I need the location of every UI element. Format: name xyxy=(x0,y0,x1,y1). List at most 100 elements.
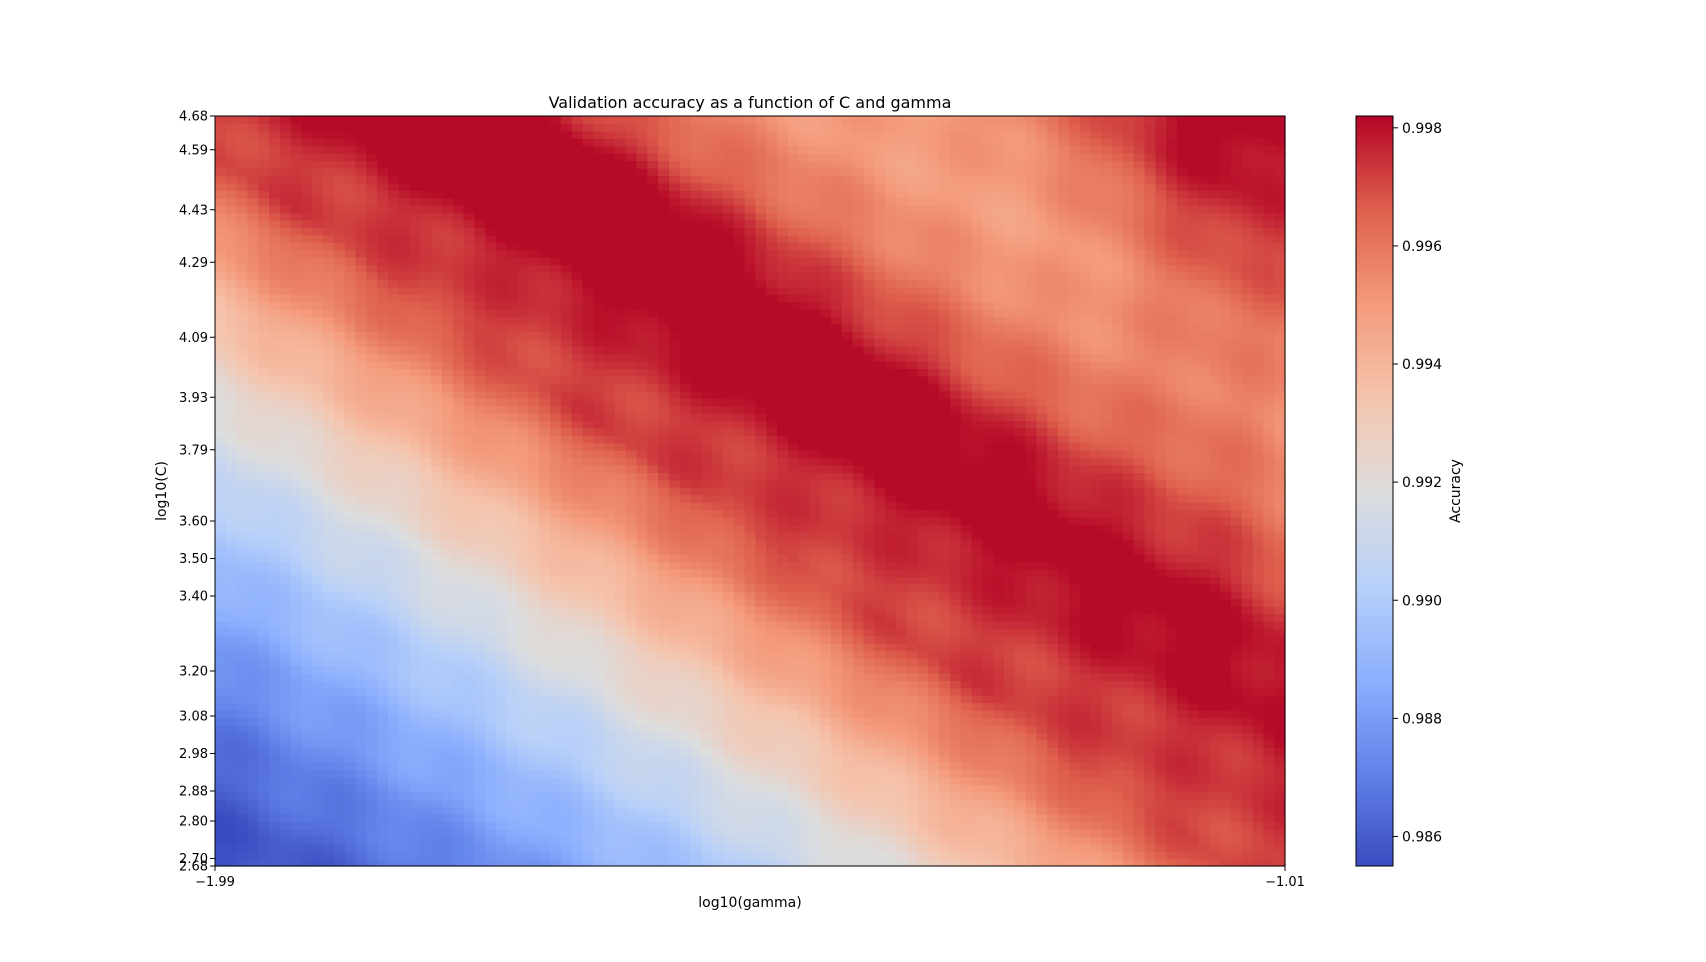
heatmap-cell xyxy=(636,457,648,466)
heatmap-cell xyxy=(604,427,616,436)
heatmap-cell xyxy=(560,479,573,488)
heatmap-cell xyxy=(733,316,746,325)
heatmap-cell xyxy=(658,576,670,585)
heatmap-cell xyxy=(550,769,562,778)
heatmap-cell xyxy=(366,435,378,444)
heatmap-cell xyxy=(215,279,227,288)
heatmap-cell xyxy=(387,145,400,154)
heatmap-cell xyxy=(733,234,746,243)
heatmap-cell xyxy=(712,650,724,659)
heatmap-cell xyxy=(452,620,465,629)
heatmap-cell xyxy=(409,583,421,592)
heatmap-cell xyxy=(344,613,357,622)
heatmap-cell xyxy=(366,361,378,370)
heatmap-cell xyxy=(517,182,530,191)
heatmap-cell xyxy=(550,821,562,830)
heatmap-cell xyxy=(258,843,270,852)
heatmap-cell xyxy=(366,828,378,837)
heatmap-cell xyxy=(398,323,411,332)
heatmap-cell xyxy=(582,271,594,280)
heatmap-cell xyxy=(690,361,702,370)
heatmap-cell xyxy=(539,650,551,659)
heatmap-cell xyxy=(571,516,584,526)
heatmap-cell xyxy=(377,398,389,407)
heatmap-cell xyxy=(398,427,411,436)
heatmap-cell xyxy=(355,650,367,659)
heatmap-cell xyxy=(463,628,475,637)
heatmap-cell xyxy=(668,323,681,332)
heatmap-cell xyxy=(668,806,681,815)
heatmap-cell xyxy=(215,182,227,191)
heatmap-cell xyxy=(744,561,757,570)
heatmap-cell xyxy=(496,219,508,228)
heatmap-cell xyxy=(279,479,292,488)
heatmap-cell xyxy=(225,398,238,407)
heatmap-cell xyxy=(506,554,519,563)
heatmap-cell xyxy=(279,524,292,533)
heatmap-cell xyxy=(625,858,638,867)
heatmap-cell xyxy=(258,413,270,422)
heatmap-cell xyxy=(463,635,475,644)
heatmap-cell xyxy=(312,450,324,459)
heatmap-cell xyxy=(744,554,757,563)
heatmap-cell xyxy=(420,383,432,392)
heatmap-cell xyxy=(593,227,605,236)
heatmap-cell xyxy=(668,465,681,474)
heatmap-cell xyxy=(355,806,367,815)
heatmap-cell xyxy=(463,650,475,659)
heatmap-cell xyxy=(485,368,497,377)
heatmap-cell xyxy=(539,724,551,733)
heatmap-cell xyxy=(366,160,378,169)
heatmap-cell xyxy=(236,658,249,667)
heatmap-cell xyxy=(539,197,551,206)
heatmap-cell xyxy=(560,123,573,132)
heatmap-cell xyxy=(582,791,594,800)
heatmap-cell xyxy=(636,828,648,837)
heatmap-cell xyxy=(215,361,227,370)
heatmap-cell xyxy=(582,776,594,785)
heatmap-cell xyxy=(647,762,659,771)
heatmap-cell xyxy=(215,323,227,332)
heatmap-cell xyxy=(366,687,378,696)
heatmap-cell xyxy=(506,338,519,347)
heatmap-cell xyxy=(312,650,324,659)
heatmap-cell xyxy=(377,643,389,652)
heatmap-cell xyxy=(712,828,724,837)
heatmap-cell xyxy=(647,190,659,199)
heatmap-cell xyxy=(647,843,659,852)
heatmap-cell xyxy=(279,435,292,444)
heatmap-cell xyxy=(571,502,584,511)
heatmap-cell xyxy=(225,197,238,206)
heatmap-cell xyxy=(420,509,432,518)
heatmap-cell xyxy=(733,650,746,659)
heatmap-cell xyxy=(571,613,584,622)
heatmap-cell xyxy=(398,739,411,748)
heatmap-cell xyxy=(604,806,616,815)
heatmap-cell xyxy=(496,197,508,206)
heatmap-cell xyxy=(474,427,486,436)
heatmap-cell xyxy=(625,494,638,503)
heatmap-cell xyxy=(593,613,605,622)
heatmap-cell xyxy=(409,346,421,355)
heatmap-cell xyxy=(225,212,238,221)
heatmap-cell xyxy=(431,160,443,169)
heatmap-cell xyxy=(701,687,713,696)
heatmap-cell xyxy=(701,249,713,258)
heatmap-cell xyxy=(225,665,238,674)
heatmap-cell xyxy=(290,175,303,184)
heatmap-cell xyxy=(593,442,605,451)
heatmap-cell xyxy=(301,658,313,667)
heatmap-cell xyxy=(614,249,627,258)
heatmap-cell xyxy=(496,836,508,845)
heatmap-cell xyxy=(452,702,465,711)
heatmap-cell xyxy=(528,294,540,303)
heatmap-cell xyxy=(366,598,378,607)
heatmap-cell xyxy=(398,606,411,615)
heatmap-cell xyxy=(258,116,270,125)
heatmap-cell xyxy=(625,427,638,436)
heatmap-cell xyxy=(604,598,616,607)
heatmap-cell xyxy=(355,620,367,629)
heatmap-cell xyxy=(387,702,400,711)
heatmap-cell xyxy=(560,130,573,139)
heatmap-cell xyxy=(312,613,324,622)
